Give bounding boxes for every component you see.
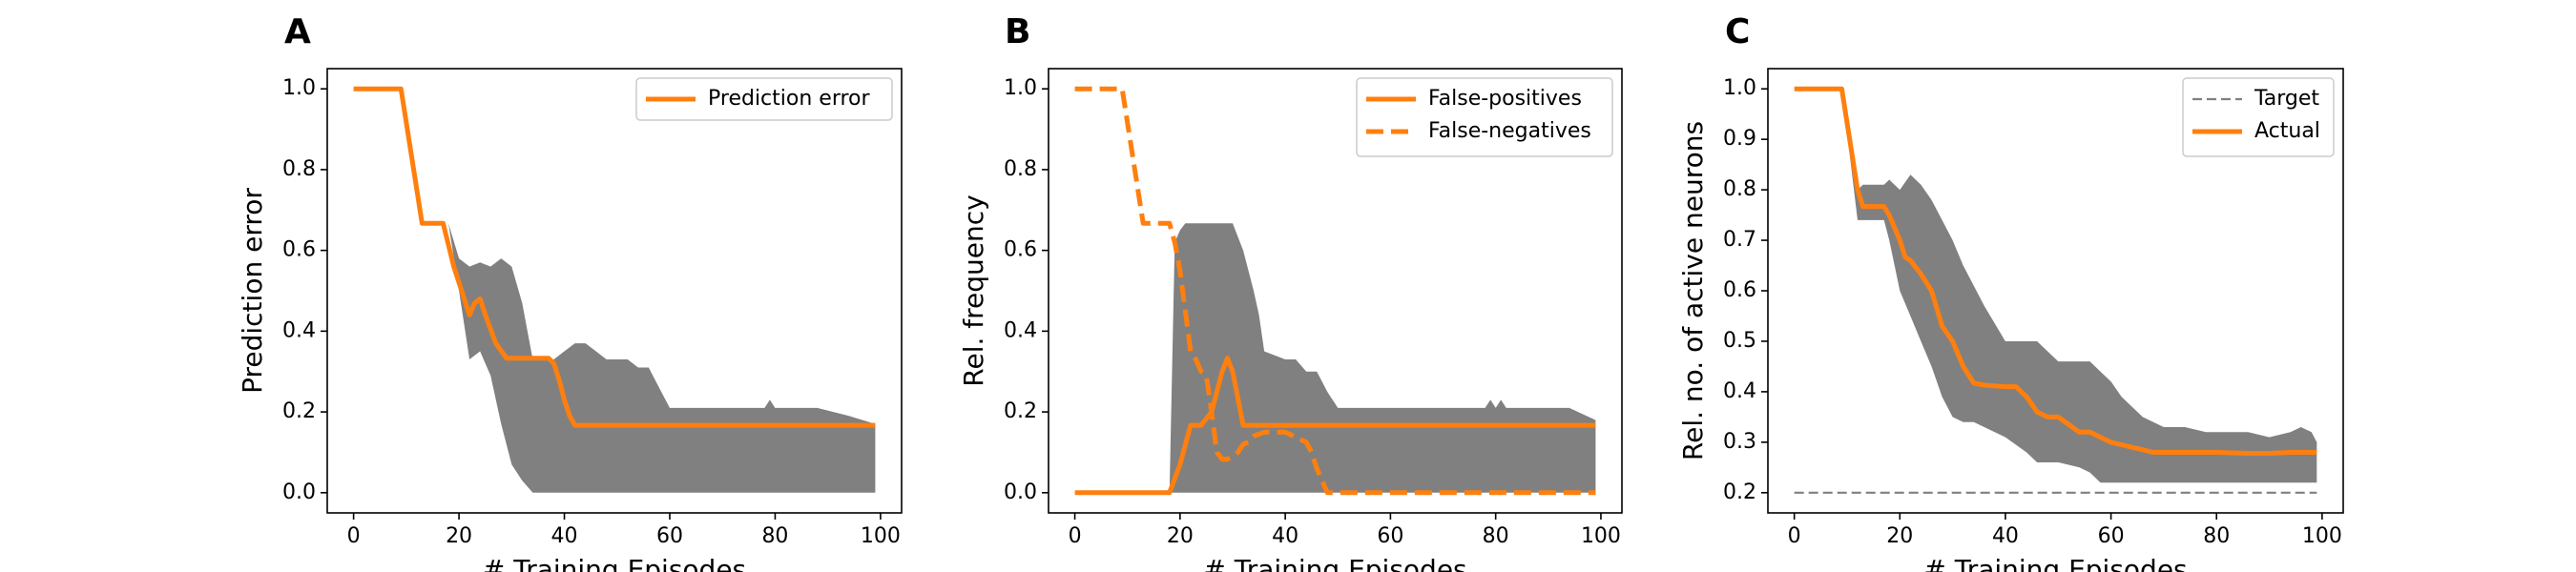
series-line-prediction-error (353, 86, 876, 428)
x-tick-label: 40 (1272, 524, 1298, 548)
y-tick-label: 0.2 (282, 399, 316, 423)
x-tick-label: 20 (1167, 524, 1194, 548)
panel-letter: B (1005, 12, 1030, 51)
x-tick-label: 60 (1377, 524, 1403, 548)
y-tick-label: 0.4 (282, 318, 316, 342)
legend-box (2182, 77, 2335, 157)
confidence-band (353, 89, 876, 493)
x-tick-label: 80 (761, 524, 788, 548)
y-axis-label: Prediction error (237, 188, 268, 394)
x-axis-label: # Training Episodes (1203, 554, 1466, 572)
legend-box (635, 77, 893, 121)
x-tick-label: 100 (2302, 524, 2342, 548)
y-tick-label: 0.7 (1723, 228, 1756, 252)
x-tick-label: 40 (551, 524, 578, 548)
x-tick-label: 0 (1069, 524, 1082, 548)
panel-letter: A (284, 12, 311, 51)
y-tick-label: 0.4 (1723, 379, 1756, 403)
legend-label: Target (2254, 87, 2319, 111)
legend-label: False-positives (1428, 87, 1582, 111)
y-tick-label: 0.2 (1723, 480, 1756, 504)
x-axis-label: # Training Episodes (1923, 554, 2187, 572)
panel-letter: C (1725, 12, 1750, 51)
x-tick-label: 0 (1788, 524, 1801, 548)
x-tick-label: 20 (446, 524, 472, 548)
x-tick-label: 80 (2203, 524, 2230, 548)
y-tick-label: 0.6 (282, 238, 316, 262)
x-tick-label: 80 (1483, 524, 1509, 548)
y-axis-label: Rel. frequency (958, 194, 989, 386)
x-tick-label: 60 (656, 524, 683, 548)
y-tick-label: 1.0 (282, 76, 316, 100)
x-tick-label: 40 (1992, 524, 2019, 548)
y-tick-label: 0.2 (1004, 399, 1037, 423)
panel-c: C 0 20 40 60 80 100 0.2 0.3 0.4 0.5 0.6 0.7 0.8 0.9 1.0… (1677, 12, 2344, 572)
series-line-false-negatives (1074, 86, 1596, 496)
legend-label: False-negatives (1428, 119, 1591, 143)
x-tick-label: 0 (347, 524, 361, 548)
y-tick-label: 0.4 (1004, 318, 1037, 342)
legend: Prediction error (635, 77, 893, 121)
x-tick-label: 60 (2098, 524, 2125, 548)
y-tick-label: 0.0 (1004, 480, 1037, 504)
y-tick-label: 1.0 (1004, 76, 1037, 100)
legend: False-positives False-negatives (1356, 77, 1613, 157)
series-line-false-positives (1074, 356, 1596, 496)
x-tick-label: 100 (861, 524, 901, 548)
y-tick-label: 0.8 (1004, 157, 1037, 181)
y-tick-label: 0.6 (1004, 238, 1037, 262)
y-tick-label: 0.3 (1723, 430, 1756, 454)
series-line-actual (1794, 86, 2317, 456)
x-axis-label: # Training Episodes (483, 554, 746, 572)
y-tick-label: 0.9 (1723, 127, 1756, 151)
y-tick-label: 1.0 (1723, 76, 1756, 100)
panel-b: B 0 20 40 60 80 100 0.0 0.2 0.4 0.6 0.8 1.0 # Trainin… (958, 12, 1623, 572)
legend-box (1356, 77, 1613, 157)
y-tick-label: 0.6 (1723, 278, 1756, 302)
y-tick-label: 0.8 (1723, 177, 1756, 201)
y-tick-label: 0.5 (1723, 329, 1756, 353)
legend-label: Actual (2254, 119, 2320, 143)
confidence-band (1074, 223, 1596, 493)
x-tick-label: 20 (1886, 524, 1913, 548)
legend: Target Actual (2182, 77, 2335, 157)
legend-label: Prediction error (708, 87, 870, 111)
y-tick-label: 0.8 (282, 157, 316, 181)
y-axis-label: Rel. no. of active neurons (1677, 121, 1709, 460)
y-tick-label: 0.0 (282, 480, 316, 504)
x-tick-label: 100 (1581, 524, 1621, 548)
panel-a: A 0 20 40 60 80 100 0.0 0.2 0.4 0.6 0.8 1.0 # Trainin… (237, 12, 903, 572)
plot-frame (1048, 68, 1623, 514)
plot-frame (326, 68, 903, 514)
